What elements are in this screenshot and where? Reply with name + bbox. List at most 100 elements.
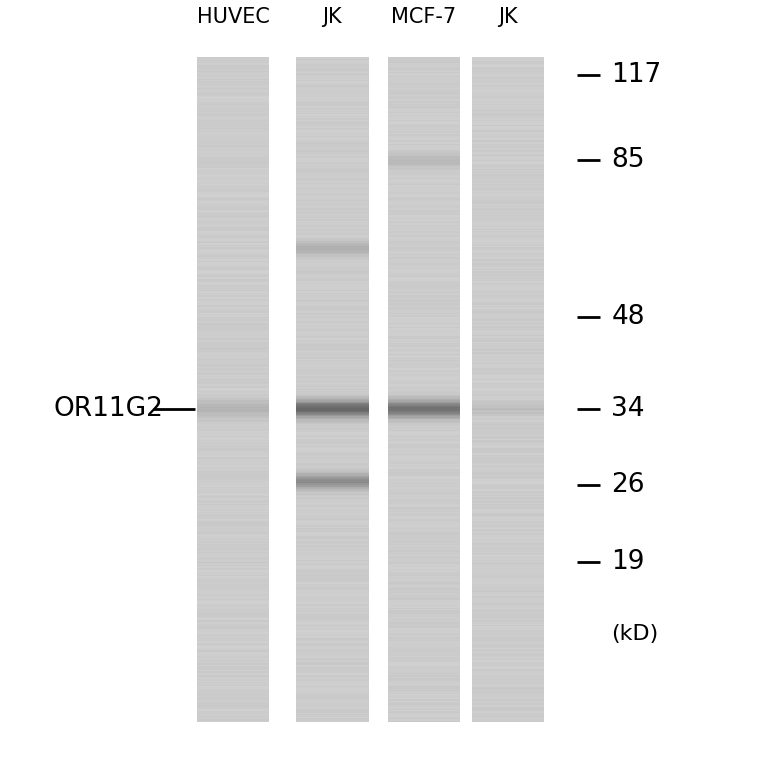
Bar — [388, 368, 461, 370]
Bar — [197, 341, 270, 342]
Bar — [197, 153, 270, 154]
Bar — [472, 431, 544, 432]
Bar — [197, 548, 270, 549]
Bar — [388, 228, 461, 230]
Bar — [472, 342, 544, 343]
Bar — [296, 540, 369, 541]
Bar — [296, 237, 369, 238]
Bar — [197, 410, 270, 411]
Bar — [472, 338, 544, 339]
Bar — [472, 189, 544, 190]
Bar — [472, 492, 544, 494]
Bar — [472, 639, 544, 641]
Bar — [472, 314, 544, 316]
Bar — [296, 672, 369, 673]
Bar — [296, 461, 369, 463]
Bar — [472, 602, 544, 604]
Bar — [388, 193, 461, 194]
Bar — [472, 194, 544, 196]
Bar — [388, 694, 461, 695]
Bar — [388, 581, 461, 582]
Bar — [388, 413, 461, 415]
Bar — [472, 535, 544, 536]
Bar — [197, 374, 270, 375]
Bar — [296, 471, 369, 472]
Bar — [296, 530, 369, 532]
Bar — [388, 438, 461, 439]
Bar — [296, 257, 369, 258]
Bar — [197, 541, 270, 542]
Bar — [388, 587, 461, 588]
Bar — [197, 463, 270, 464]
Bar — [472, 145, 544, 147]
Bar — [472, 59, 544, 60]
Bar — [472, 706, 544, 707]
Bar — [197, 60, 270, 61]
Bar — [388, 576, 461, 577]
Bar — [388, 335, 461, 336]
Bar — [296, 282, 369, 283]
Bar — [296, 415, 369, 416]
Bar — [197, 351, 270, 352]
Bar — [472, 497, 544, 499]
Bar — [197, 397, 270, 399]
Bar — [197, 632, 270, 633]
Bar — [197, 545, 270, 546]
Bar — [472, 255, 544, 257]
Bar — [197, 429, 270, 431]
Bar — [388, 672, 461, 673]
Bar — [197, 106, 270, 108]
Bar — [197, 223, 270, 225]
Bar — [472, 390, 544, 391]
Bar — [296, 576, 369, 577]
Bar — [296, 264, 369, 266]
Bar — [472, 455, 544, 456]
Bar — [472, 251, 544, 253]
Bar — [296, 454, 369, 455]
Bar — [197, 192, 270, 193]
Bar — [296, 305, 369, 306]
Bar — [296, 72, 369, 73]
Bar — [472, 364, 544, 366]
Bar — [388, 336, 461, 338]
Bar — [197, 86, 270, 88]
Bar — [296, 318, 369, 319]
Bar — [296, 388, 369, 390]
Bar — [472, 714, 544, 715]
Bar — [388, 318, 461, 319]
Bar — [296, 73, 369, 75]
Bar — [472, 452, 544, 454]
Bar — [472, 573, 544, 575]
Bar — [296, 424, 369, 426]
Bar — [388, 202, 461, 203]
Bar — [472, 213, 544, 214]
Bar — [472, 303, 544, 305]
Bar — [472, 678, 544, 679]
Bar — [296, 387, 369, 388]
Bar — [296, 347, 369, 348]
Bar — [388, 433, 461, 435]
Bar — [472, 508, 544, 510]
Bar — [388, 720, 461, 722]
Bar — [197, 454, 270, 455]
Bar — [197, 343, 270, 345]
Bar — [472, 68, 544, 70]
Bar — [296, 496, 369, 497]
Bar — [388, 500, 461, 501]
Bar — [197, 612, 270, 613]
Bar — [472, 561, 544, 562]
Bar — [197, 379, 270, 380]
Bar — [296, 186, 369, 188]
Bar — [296, 444, 369, 445]
Bar — [197, 283, 270, 285]
Bar — [296, 532, 369, 533]
Bar — [388, 112, 461, 113]
Bar — [296, 399, 369, 400]
Bar — [472, 589, 544, 591]
Bar — [472, 225, 544, 226]
Bar — [197, 585, 270, 587]
Bar — [197, 488, 270, 489]
Bar — [296, 460, 369, 461]
Bar — [296, 294, 369, 295]
Bar — [296, 124, 369, 125]
